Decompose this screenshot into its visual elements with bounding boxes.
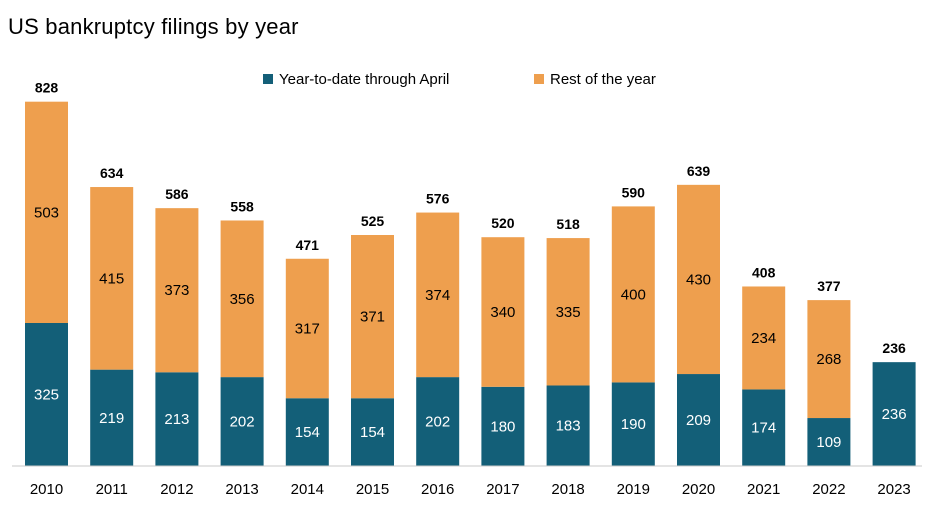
x-tick-2023: 2023 <box>877 481 910 498</box>
x-tick-2020: 2020 <box>682 481 715 498</box>
bar-rest-2015 <box>351 235 394 399</box>
bar-ytd-2011 <box>90 369 134 466</box>
chart-title: US bankruptcy filings by year <box>8 14 299 39</box>
x-tick-2010: 2010 <box>30 481 63 498</box>
total-label-2017: 520 <box>491 215 515 231</box>
bar-rest-2016 <box>416 212 460 378</box>
data-label-rest-2012: 373 <box>164 282 189 299</box>
x-tick-2017: 2017 <box>486 481 519 498</box>
total-label-2016: 576 <box>426 191 450 207</box>
total-label-2013: 558 <box>230 198 254 214</box>
data-label-rest-2018: 335 <box>556 304 581 321</box>
bar-rest-2013 <box>220 220 264 378</box>
data-label-rest-2022: 268 <box>816 351 841 368</box>
bar-ytd-2012 <box>155 372 199 466</box>
data-label-rest-2014: 317 <box>295 321 320 338</box>
bar-ytd-2010 <box>25 323 68 466</box>
total-label-2019: 590 <box>622 184 646 200</box>
legend-swatch-rest-of-year <box>534 74 544 84</box>
bar-rest-2010 <box>25 101 68 324</box>
x-tick-2018: 2018 <box>551 481 584 498</box>
bar-ytd-2016 <box>416 377 460 466</box>
bar-ytd-2018 <box>546 385 590 466</box>
bar-rest-2021 <box>742 286 786 390</box>
data-label-ytd-2019: 190 <box>621 416 646 433</box>
bar-rest-2019 <box>611 206 655 383</box>
legend-swatch-year-to-date <box>263 74 273 84</box>
x-axis-ticks: 2010 2011 2012 2013 2014 2015 2016 2017 2018 2019… <box>30 481 911 498</box>
x-tick-2021: 2021 <box>747 481 780 498</box>
total-label-2015: 525 <box>361 213 385 229</box>
bar-rest-2017 <box>481 237 525 387</box>
data-label-ytd-2010: 325 <box>34 387 59 404</box>
x-tick-2011: 2011 <box>96 481 128 498</box>
data-label-ytd-2012: 213 <box>164 411 189 428</box>
data-label-rest-2015: 371 <box>360 309 385 326</box>
total-label-2011: 634 <box>100 165 124 181</box>
bar-rest-2014 <box>285 258 329 399</box>
bar-ytd-2023 <box>872 362 916 466</box>
data-label-rest-2010: 503 <box>34 204 59 221</box>
x-tick-2019: 2019 <box>617 481 650 498</box>
legend: Year-to-date through April Rest of the y… <box>263 71 656 88</box>
total-label-2018: 518 <box>556 216 580 232</box>
bar-ytd-2022 <box>807 418 851 466</box>
legend-label-rest-of-year: Rest of the year <box>550 71 656 88</box>
x-tick-2022: 2022 <box>812 481 845 498</box>
x-tick-2013: 2013 <box>225 481 258 498</box>
data-label-ytd-2016: 202 <box>425 414 450 431</box>
data-label-ytd-2015: 154 <box>360 424 385 441</box>
bar-rest-2011 <box>90 187 134 370</box>
data-label-ytd-2013: 202 <box>230 414 255 431</box>
legend-label-year-to-date: Year-to-date through April <box>279 71 449 88</box>
data-label-rest-2021: 234 <box>751 330 776 347</box>
data-label-ytd-2022: 109 <box>816 434 841 451</box>
total-label-2022: 377 <box>817 278 841 294</box>
total-label-2023: 236 <box>882 340 906 356</box>
total-label-2020: 639 <box>687 163 711 179</box>
total-label-2012: 586 <box>165 186 189 202</box>
bar-ytd-2021 <box>742 389 786 466</box>
bar-ytd-2013 <box>220 377 264 466</box>
data-label-ytd-2011: 219 <box>99 410 124 427</box>
bar-ytd-2014 <box>285 398 329 466</box>
bars-group: 325 503 828 219 415 634 213 373 586 202 356 558 154 3… <box>25 80 916 466</box>
data-label-rest-2016: 374 <box>425 287 450 304</box>
total-label-2010: 828 <box>35 80 59 96</box>
x-tick-2012: 2012 <box>160 481 193 498</box>
data-label-ytd-2018: 183 <box>556 418 581 435</box>
bar-ytd-2020 <box>677 374 720 466</box>
bar-ytd-2017 <box>481 386 525 466</box>
x-tick-2014: 2014 <box>291 481 324 498</box>
bar-rest-2018 <box>546 238 590 386</box>
x-tick-2015: 2015 <box>356 481 389 498</box>
data-label-rest-2011: 415 <box>99 270 124 287</box>
data-label-rest-2020: 430 <box>686 271 711 288</box>
bar-rest-2012 <box>155 208 199 373</box>
data-label-rest-2017: 340 <box>490 304 515 321</box>
data-label-ytd-2017: 180 <box>490 418 515 435</box>
total-label-2021: 408 <box>752 264 776 280</box>
data-label-ytd-2014: 154 <box>295 424 320 441</box>
data-label-ytd-2020: 209 <box>686 412 711 429</box>
bar-ytd-2015 <box>351 398 394 466</box>
data-label-rest-2019: 400 <box>621 286 646 303</box>
data-label-ytd-2021: 174 <box>751 420 776 437</box>
data-label-ytd-2023: 236 <box>882 406 907 423</box>
bar-ytd-2019 <box>611 382 655 466</box>
x-tick-2016: 2016 <box>421 481 454 498</box>
bar-rest-2022 <box>807 300 851 419</box>
total-label-2014: 471 <box>296 237 320 253</box>
data-label-rest-2013: 356 <box>230 291 255 308</box>
bar-rest-2020 <box>677 184 720 375</box>
